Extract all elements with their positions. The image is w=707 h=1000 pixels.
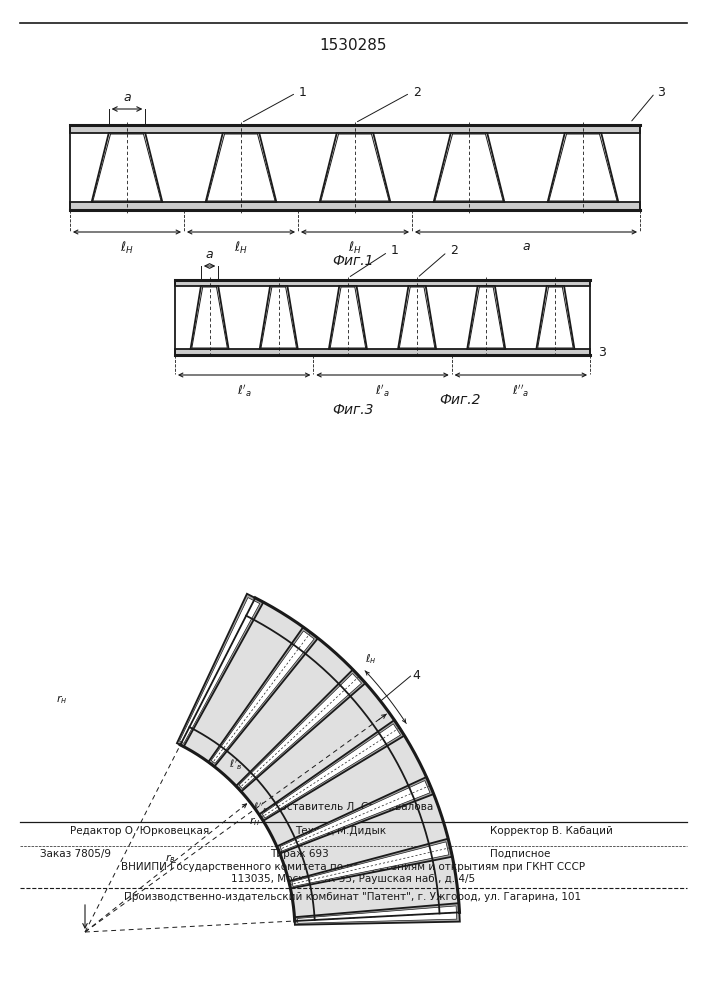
- Polygon shape: [537, 286, 574, 349]
- Text: Составитель Л. Самохвалова: Составитель Л. Самохвалова: [273, 802, 433, 812]
- Polygon shape: [295, 903, 460, 925]
- Polygon shape: [180, 598, 460, 921]
- Polygon shape: [177, 594, 264, 747]
- Polygon shape: [175, 349, 590, 355]
- Text: a: a: [284, 658, 291, 668]
- Polygon shape: [398, 286, 436, 349]
- Polygon shape: [92, 133, 163, 202]
- Text: a: a: [123, 91, 131, 104]
- Text: 113035, Москва, Ж-35, Раушская наб., д. 4/5: 113035, Москва, Ж-35, Раушская наб., д. …: [231, 874, 475, 884]
- Text: Фиг.2: Фиг.2: [439, 393, 481, 407]
- Text: Заказ 7805/9: Заказ 7805/9: [40, 849, 111, 859]
- Polygon shape: [259, 720, 404, 821]
- Text: $\ell_H$: $\ell_H$: [120, 240, 134, 256]
- Text: $\ell''_a$: $\ell''_a$: [512, 382, 530, 399]
- Text: $r_н$: $r_н$: [249, 815, 260, 828]
- Text: $r_в$: $r_в$: [165, 852, 176, 865]
- Polygon shape: [320, 133, 390, 202]
- Text: ВНИИПИ Государственного комитета по изобретениям и открытиям при ГКНТ СССР: ВНИИПИ Государственного комитета по изоб…: [121, 862, 585, 872]
- Polygon shape: [180, 598, 259, 743]
- Polygon shape: [433, 133, 504, 202]
- Text: Редактор О. Юрковецкая: Редактор О. Юрковецкая: [70, 826, 209, 836]
- Polygon shape: [298, 906, 457, 923]
- Polygon shape: [399, 287, 435, 348]
- Text: Техред М.Дидык: Техред М.Дидык: [295, 826, 386, 836]
- Polygon shape: [292, 842, 449, 886]
- Text: 3: 3: [598, 346, 606, 359]
- Polygon shape: [211, 631, 314, 763]
- Polygon shape: [329, 286, 367, 349]
- Polygon shape: [206, 133, 276, 202]
- Polygon shape: [259, 286, 298, 349]
- Text: 2: 2: [450, 244, 458, 257]
- Text: 4: 4: [412, 669, 421, 682]
- Polygon shape: [236, 670, 366, 792]
- Text: 1530285: 1530285: [320, 37, 387, 52]
- Text: Производственно-издательский комбинат "Патент", г. Ужгород, ул. Гагарина, 101: Производственно-издательский комбинат "П…: [124, 892, 582, 902]
- Polygon shape: [207, 134, 275, 201]
- Polygon shape: [261, 287, 296, 348]
- Polygon shape: [93, 134, 161, 201]
- Text: Корректор В. Кабаций: Корректор В. Кабаций: [490, 826, 613, 836]
- Polygon shape: [435, 134, 503, 201]
- Text: $r_н$: $r_н$: [56, 693, 67, 706]
- Polygon shape: [276, 777, 433, 853]
- Polygon shape: [239, 673, 361, 789]
- Polygon shape: [548, 133, 619, 202]
- Text: Фиг.1: Фиг.1: [332, 254, 374, 268]
- Polygon shape: [191, 286, 228, 349]
- Text: 2: 2: [413, 86, 421, 99]
- Polygon shape: [467, 286, 506, 349]
- Text: a: a: [522, 240, 530, 253]
- Text: 1: 1: [391, 244, 399, 257]
- Polygon shape: [70, 125, 640, 133]
- Text: 1: 1: [299, 86, 307, 99]
- Polygon shape: [321, 134, 389, 201]
- Polygon shape: [330, 287, 366, 348]
- Text: $\ell'_a$: $\ell'_a$: [375, 382, 390, 399]
- Text: $\ell'_в$: $\ell'_в$: [229, 758, 243, 772]
- Polygon shape: [280, 781, 430, 851]
- Text: $\ell_н$: $\ell_н$: [365, 652, 376, 666]
- Polygon shape: [262, 724, 401, 818]
- Text: $\ell'_a$: $\ell'_a$: [237, 382, 252, 399]
- Text: Подписное: Подписное: [490, 849, 550, 859]
- Text: $\ell_H$: $\ell_H$: [348, 240, 362, 256]
- Text: a: a: [206, 248, 214, 261]
- Polygon shape: [549, 134, 617, 201]
- Polygon shape: [537, 287, 573, 348]
- Polygon shape: [288, 839, 452, 888]
- Polygon shape: [70, 202, 640, 210]
- Polygon shape: [175, 280, 590, 286]
- Text: $\ell''_в$: $\ell''_в$: [253, 801, 269, 815]
- Text: Тираж 693: Тираж 693: [270, 849, 329, 859]
- Text: $\ell_H$: $\ell_H$: [234, 240, 248, 256]
- Text: Фиг.3: Фиг.3: [332, 403, 374, 417]
- Polygon shape: [192, 287, 228, 348]
- Text: 3: 3: [657, 86, 665, 99]
- Polygon shape: [469, 287, 504, 348]
- Polygon shape: [209, 627, 318, 767]
